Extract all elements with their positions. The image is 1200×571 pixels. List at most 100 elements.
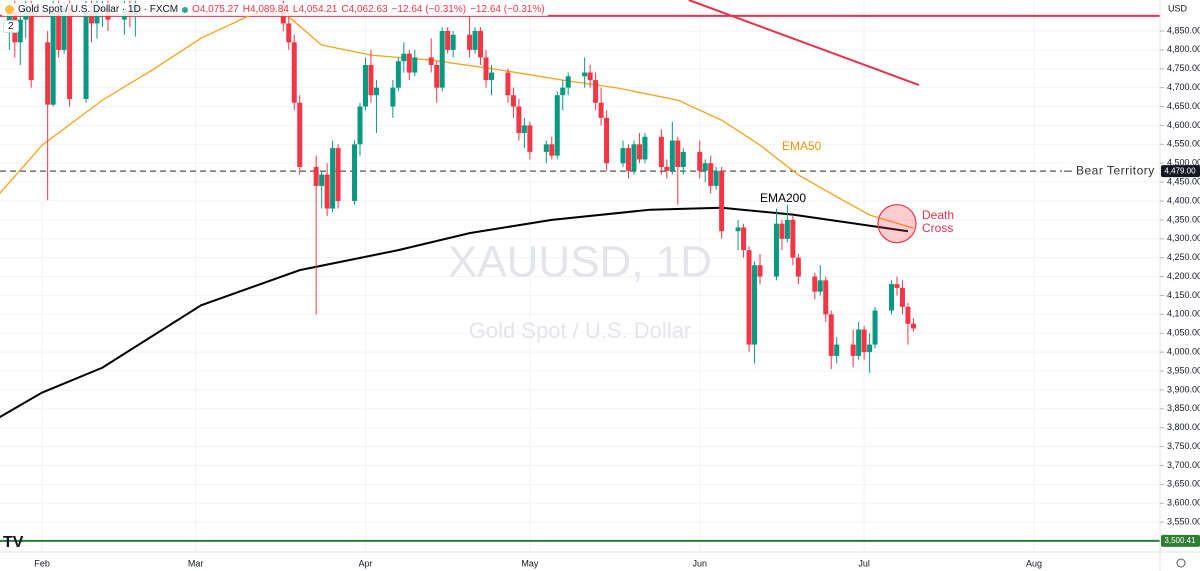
y-tick-label: 3,600.00 bbox=[1167, 498, 1200, 508]
candle-body bbox=[445, 30, 451, 50]
candle-body bbox=[636, 144, 642, 160]
candle-body bbox=[286, 23, 292, 43]
x-tick-label: Mar bbox=[188, 558, 204, 568]
candle-body bbox=[752, 265, 758, 345]
candle-body bbox=[620, 148, 626, 164]
candle-body bbox=[390, 87, 396, 107]
y-tick-label: 4,850.00 bbox=[1167, 25, 1200, 35]
ohlc-high: H4,089.84 bbox=[242, 4, 289, 15]
level-label: Bear Territory bbox=[1076, 163, 1155, 177]
candle-body bbox=[680, 151, 686, 167]
candle-body bbox=[828, 314, 834, 356]
candle-body bbox=[61, 8, 67, 50]
x-tick-label: May bbox=[521, 558, 539, 568]
candle-body bbox=[872, 310, 878, 345]
y-tick-label: 4,200.00 bbox=[1167, 271, 1200, 281]
candle-body bbox=[516, 106, 522, 133]
candle-body bbox=[368, 64, 374, 96]
candle-body bbox=[905, 306, 911, 324]
candle-body bbox=[521, 125, 527, 133]
y-tick-label: 4,550.00 bbox=[1167, 139, 1200, 149]
candle-body bbox=[362, 64, 368, 107]
y-tick-label: 4,000.00 bbox=[1167, 347, 1200, 357]
candle-body bbox=[412, 57, 418, 73]
candle-body bbox=[352, 144, 358, 202]
candle-body bbox=[505, 72, 511, 96]
y-tick-label: 4,400.00 bbox=[1167, 195, 1200, 205]
death-cross-marker bbox=[877, 204, 917, 244]
y-tick-label: 4,100.00 bbox=[1167, 309, 1200, 319]
candle-body bbox=[790, 219, 796, 258]
candle-body bbox=[812, 276, 818, 292]
candle-body bbox=[560, 87, 566, 96]
candle-body bbox=[702, 163, 708, 171]
candle-body bbox=[889, 284, 895, 311]
y-tick-label: 3,850.00 bbox=[1167, 403, 1200, 413]
ohlc-close: C4,062.63 bbox=[341, 4, 388, 15]
candle-body bbox=[17, 19, 23, 43]
y-tick-label: 4,300.00 bbox=[1167, 233, 1200, 243]
ohlc-open: O4,075.27 bbox=[192, 4, 239, 15]
y-tick-label: 4,750.00 bbox=[1167, 63, 1200, 73]
y-tick-label: 3,950.00 bbox=[1167, 365, 1200, 375]
candle-body bbox=[406, 53, 412, 73]
candle-body bbox=[489, 72, 495, 81]
x-tick-label: Jul bbox=[858, 558, 870, 568]
candle-body bbox=[483, 57, 489, 81]
candle-body bbox=[708, 163, 714, 186]
candle-body bbox=[779, 223, 785, 239]
candle-body bbox=[439, 30, 445, 88]
death-cross-label-box: Death Cross bbox=[921, 208, 955, 235]
currency: USD bbox=[1168, 3, 1188, 13]
candle-body bbox=[357, 106, 363, 145]
x-tick-label: Feb bbox=[34, 558, 50, 568]
level-marker bbox=[1161, 165, 1200, 178]
candle-body bbox=[297, 102, 303, 167]
status-dot bbox=[182, 6, 189, 13]
level-label-bg bbox=[1062, 163, 1158, 180]
candle-body bbox=[773, 223, 779, 277]
candle-body bbox=[713, 170, 719, 186]
y-tick-label: 3,700.00 bbox=[1167, 460, 1200, 470]
change: −12.64 (−0.31%) bbox=[391, 4, 467, 15]
candle-body bbox=[899, 287, 905, 307]
candle-body bbox=[741, 227, 747, 251]
y-tick-label: 4,500.00 bbox=[1167, 158, 1200, 168]
candle-body bbox=[478, 30, 484, 58]
candle-body bbox=[313, 166, 319, 186]
candle-body bbox=[598, 102, 604, 118]
candle-body bbox=[817, 280, 823, 292]
y-tick-label: 4,800.00 bbox=[1167, 44, 1200, 54]
settings-icon[interactable] bbox=[1176, 558, 1186, 568]
watermark-subtitle: Gold Spot / U.S. Dollar bbox=[469, 318, 692, 343]
candle-body bbox=[697, 151, 703, 171]
change: −12.64 (−0.31%) bbox=[470, 4, 545, 15]
candle-body bbox=[910, 323, 916, 329]
candle-body bbox=[401, 53, 407, 62]
candle-body bbox=[373, 87, 379, 96]
ema-line bbox=[0, 206, 909, 419]
ema-label: EMA200 bbox=[760, 191, 806, 205]
symbol-icon bbox=[5, 5, 14, 14]
candle-body bbox=[823, 280, 829, 315]
candle-body bbox=[510, 95, 516, 107]
candle-body bbox=[856, 329, 862, 356]
candle-body bbox=[784, 219, 790, 239]
watermark: XAUUSD, 1D bbox=[448, 238, 712, 287]
ohlc-low: L4,054.21 bbox=[292, 4, 338, 15]
candle-body bbox=[554, 95, 560, 156]
candle-body bbox=[335, 148, 341, 202]
ema-line bbox=[0, 11, 914, 229]
candle-body bbox=[450, 34, 456, 50]
candle-body bbox=[67, 8, 73, 99]
death-cross-label: Death Cross bbox=[921, 208, 955, 235]
candle-body bbox=[50, 12, 56, 105]
candle-body bbox=[867, 344, 873, 353]
indicators-toggle[interactable]: 2 bbox=[3, 20, 19, 33]
candle-body bbox=[593, 80, 599, 103]
candle-body bbox=[582, 72, 588, 77]
y-tick-label: 4,600.00 bbox=[1167, 120, 1200, 130]
candle-body bbox=[669, 140, 675, 171]
symbol[interactable]: Gold Spot / U.S. Dollar · 1D · FXCM bbox=[18, 4, 179, 15]
candle-body bbox=[719, 170, 725, 232]
